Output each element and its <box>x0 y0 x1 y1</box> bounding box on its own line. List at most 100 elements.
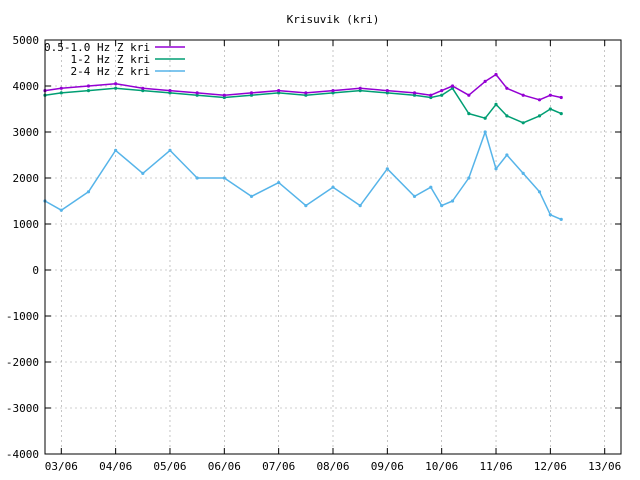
data-point-series-1 <box>141 86 145 90</box>
x-ticks: 03/06 04/06 05/06 06/06 07/06 08/06 09/06 10/06… <box>45 40 621 473</box>
legend-label: 2-4 Hz Z kri <box>71 65 150 78</box>
data-point-series-1 <box>412 91 417 95</box>
data-point-series-3 <box>521 171 525 175</box>
data-point-series-1 <box>304 91 308 95</box>
data-point-series-2 <box>222 95 226 100</box>
x-tick-label: 12/06 <box>534 460 567 473</box>
data-point-series-2 <box>385 91 389 95</box>
y-tick-label: 1000 <box>13 218 40 231</box>
data-point-series-1 <box>249 91 254 95</box>
data-point-series-3 <box>59 208 63 212</box>
data-point-series-2 <box>304 93 308 97</box>
data-point-series-2 <box>450 86 455 90</box>
data-point-series-1 <box>450 84 455 88</box>
data-point-series-3 <box>548 213 552 217</box>
data-point-series-1 <box>559 95 563 100</box>
y-tick-label: -4000 <box>6 448 39 461</box>
data-point-series-3 <box>440 204 444 208</box>
data-point-series-1 <box>537 98 542 102</box>
data-point-series-1 <box>429 93 433 97</box>
data-point-series-3 <box>222 176 226 180</box>
data-point-series-3 <box>483 130 487 134</box>
y-tick-label: 2000 <box>13 172 40 185</box>
x-tick-label: 05/06 <box>153 460 186 473</box>
data-point-series-2 <box>86 89 91 93</box>
x-tick-label: 06/06 <box>208 460 241 473</box>
series-line-1 <box>44 73 562 101</box>
data-point-series-1 <box>195 91 199 95</box>
data-point-series-1 <box>505 86 509 90</box>
data-point-series-1 <box>168 89 172 93</box>
data-point-series-1 <box>331 89 335 93</box>
data-point-series-1 <box>521 93 525 97</box>
x-tick-label: 10/06 <box>425 460 458 473</box>
data-point-series-2 <box>537 114 542 118</box>
data-point-series-3 <box>358 204 362 208</box>
x-tick-label: 04/06 <box>99 460 132 473</box>
data-point-series-3 <box>450 199 455 203</box>
x-tick-label: 07/06 <box>262 460 295 473</box>
x-tick-label: 08/06 <box>316 460 349 473</box>
y-tick-label: 0 <box>32 264 39 277</box>
y-tick-label: 3000 <box>13 126 40 139</box>
data-point-series-2 <box>331 91 335 95</box>
y-tick-label: -1000 <box>6 310 39 323</box>
data-point-series-2 <box>467 112 471 116</box>
data-point-series-3 <box>114 148 118 152</box>
data-point-series-3 <box>168 148 172 152</box>
data-point-series-2 <box>521 121 525 125</box>
data-point-series-3 <box>86 190 91 194</box>
data-point-series-3 <box>467 176 471 180</box>
data-point-series-1 <box>59 86 63 90</box>
data-point-series-3 <box>537 190 542 194</box>
legend-label: 0.5-1.0 Hz Z kri <box>44 41 150 54</box>
y-tick-label: -2000 <box>6 356 39 369</box>
data-point-series-1 <box>467 93 471 97</box>
series-line-3 <box>44 131 562 221</box>
data-point-series-2 <box>249 93 254 97</box>
data-point-series-2 <box>358 89 362 93</box>
data-point-series-1 <box>222 93 226 97</box>
x-tick-label: 11/06 <box>479 460 512 473</box>
data-point-series-2 <box>195 93 199 97</box>
data-point-series-3 <box>277 181 281 185</box>
data-point-series-2 <box>483 116 487 120</box>
data-point-series-2 <box>168 91 172 95</box>
data-point-series-1 <box>483 79 487 83</box>
data-point-series-3 <box>141 171 145 175</box>
data-point-series-1 <box>440 89 444 93</box>
data-point-series-1 <box>548 93 552 97</box>
legend-label: 1-2 Hz Z kri <box>71 53 150 66</box>
data-point-series-2 <box>59 91 63 95</box>
data-point-series-2 <box>412 93 417 97</box>
data-point-series-2 <box>505 114 509 118</box>
y-tick-label: 4000 <box>13 80 40 93</box>
data-point-series-1 <box>277 89 281 93</box>
data-point-series-1 <box>114 82 118 86</box>
data-point-series-3 <box>385 167 389 171</box>
y-tick-label: 5000 <box>13 34 40 47</box>
series-line-2 <box>44 87 562 124</box>
chart-title: Krisuvik (kri) <box>287 13 380 26</box>
data-point-series-1 <box>358 86 362 90</box>
data-point-series-3 <box>331 185 335 189</box>
data-point-series-1 <box>385 89 389 93</box>
data-point-series-3 <box>429 185 433 189</box>
data-point-series-3 <box>505 153 509 157</box>
data-point-series-2 <box>277 91 281 95</box>
data-point-series-2 <box>440 93 444 97</box>
data-point-series-3 <box>494 167 498 171</box>
series-group <box>43 72 563 221</box>
data-point-series-1 <box>86 84 91 88</box>
data-point-series-3 <box>304 204 308 208</box>
data-point-series-2 <box>559 112 563 116</box>
grid <box>45 39 621 455</box>
y-tick-label: -3000 <box>6 402 39 415</box>
data-point-series-1 <box>494 72 498 77</box>
data-point-series-2 <box>548 107 552 111</box>
data-point-series-2 <box>429 95 433 100</box>
data-point-series-3 <box>559 217 563 221</box>
x-tick-label: 09/06 <box>371 460 404 473</box>
